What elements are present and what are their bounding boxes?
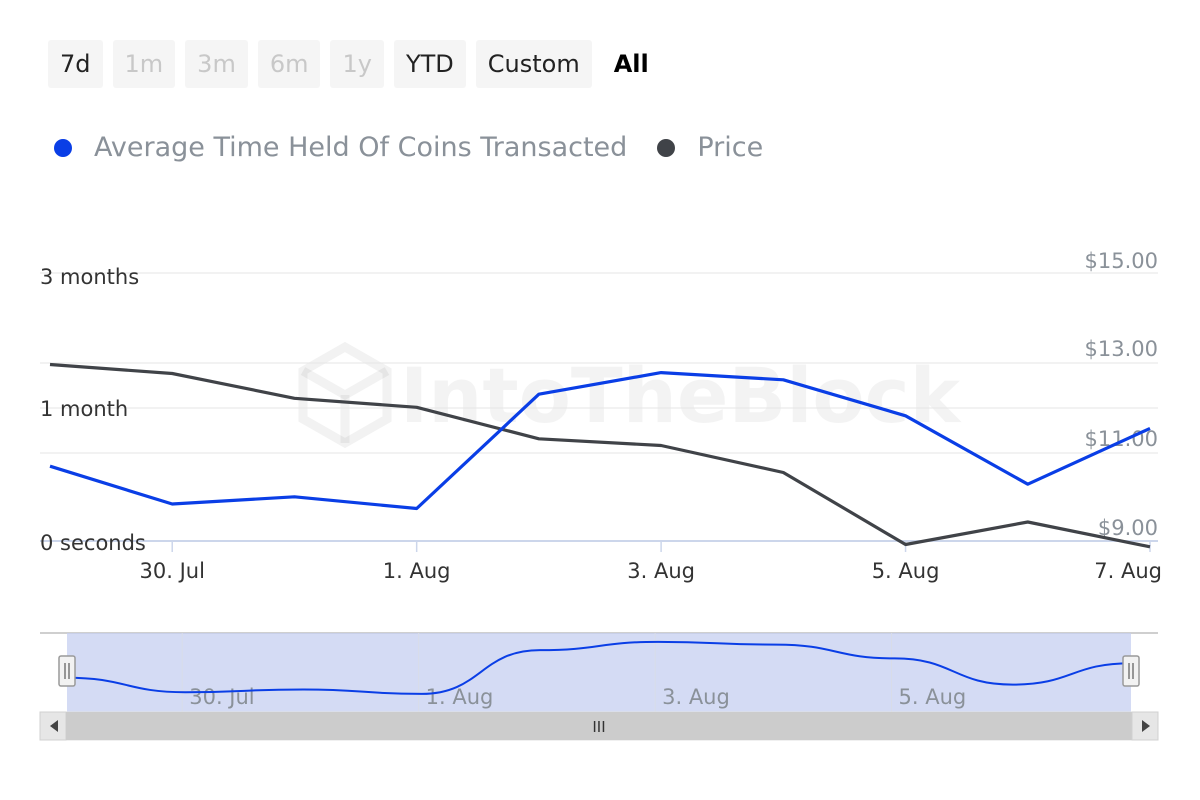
legend-item-avg-time-held[interactable]: Average Time Held Of Coins Transacted [54, 132, 627, 163]
arrow-right-icon [1142, 720, 1150, 732]
x-axis: 30. Jul 1. Aug 3. Aug 5. Aug 7. Aug [140, 541, 1162, 583]
range-ytd-button[interactable]: YTD [393, 40, 466, 88]
x-axis-tick-label: 5. Aug [872, 559, 940, 583]
series-lines [49, 362, 1151, 549]
right-axis-tick-label: $9.00 [1098, 516, 1158, 540]
navigator: 30. Jul 1. Aug 3. Aug 5. Aug [40, 632, 1158, 712]
x-axis-tick-label: 3. Aug [627, 559, 695, 583]
navigator-left-handle[interactable] [58, 655, 76, 687]
x-axis-tick-label: 7. Aug [1094, 559, 1162, 583]
watermark: IntoTheBlock [298, 341, 962, 449]
range-3m-button: 3m [185, 40, 248, 88]
range-1m-button: 1m [112, 40, 176, 88]
series-line-average-time-held [49, 371, 1151, 511]
legend-marker [54, 138, 72, 157]
navigator-x-ticks: 30. Jul 1. Aug 3. Aug 5. Aug [189, 685, 966, 709]
x-axis-tick-label: 1. Aug [383, 559, 451, 583]
series-line-price [49, 362, 1151, 549]
navigator-right-handle[interactable] [1122, 655, 1140, 687]
navigator-series-line [66, 640, 1132, 695]
range-custom-button[interactable]: Custom [475, 40, 592, 88]
range-selector: 7d 1m 3m 6m 1y YTD Custom All [48, 40, 661, 88]
arrow-left-icon [50, 720, 58, 732]
legend-label: Price [697, 132, 764, 163]
left-axis-tick-label: 1 month [40, 397, 128, 421]
scrollbar-thumb[interactable] [66, 712, 1132, 740]
range-all-button[interactable]: All [613, 50, 649, 78]
scrollbar[interactable]: III [39, 711, 1159, 741]
legend-item-price[interactable]: Price [657, 132, 763, 163]
left-axis-ticks: 0 seconds 1 month 3 months [40, 265, 146, 555]
right-axis-tick-label: $15.00 [1085, 249, 1158, 273]
right-axis-ticks: $9.00$11.00$13.00$15.00 [1085, 249, 1158, 540]
legend-label: Average Time Held Of Coins Transacted [94, 132, 628, 163]
watermark-text: IntoTheBlock [400, 351, 962, 440]
x-axis-tick-label: 30. Jul [140, 559, 205, 583]
navigator-x-tick-label: 3. Aug [662, 685, 730, 709]
watermark-logo-icon [298, 341, 392, 449]
navigator-x-tick-label: 30. Jul [189, 685, 254, 709]
right-axis-tick-label: $13.00 [1085, 337, 1158, 361]
range-7d-button[interactable]: 7d [48, 40, 103, 88]
range-1y-button: 1y [330, 40, 384, 88]
chart-legend: Average Time Held Of Coins Transacted Pr… [54, 132, 793, 163]
navigator-x-tick-label: 5. Aug [899, 685, 967, 709]
left-axis-tick-label: 0 seconds [40, 531, 146, 555]
scrollbar-grip: III [592, 718, 605, 736]
range-6m-button: 6m [257, 40, 321, 88]
legend-marker [657, 138, 676, 157]
navigator-x-tick-label: 1. Aug [426, 685, 494, 709]
navigator-gridlines [181, 633, 893, 712]
left-axis-tick-label: 3 months [40, 265, 139, 289]
